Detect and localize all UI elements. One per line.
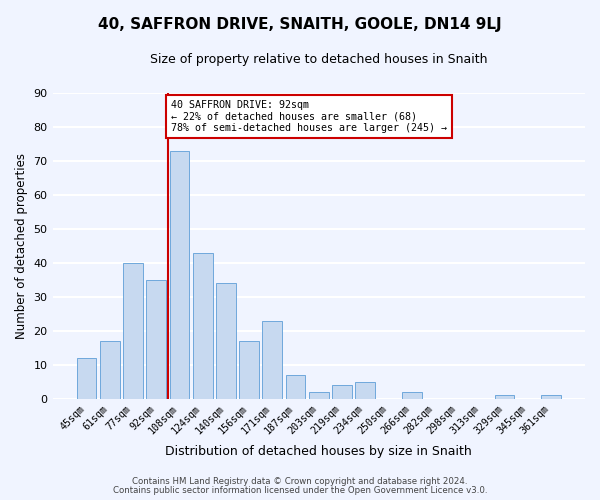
Title: Size of property relative to detached houses in Snaith: Size of property relative to detached ho…	[150, 52, 488, 66]
Text: Contains HM Land Registry data © Crown copyright and database right 2024.: Contains HM Land Registry data © Crown c…	[132, 477, 468, 486]
Bar	[146, 280, 166, 399]
Bar	[262, 320, 282, 399]
Text: 40 SAFFRON DRIVE: 92sqm
← 22% of detached houses are smaller (68)
78% of semi-de: 40 SAFFRON DRIVE: 92sqm ← 22% of detache…	[172, 100, 448, 133]
Bar	[402, 392, 422, 399]
Text: 40, SAFFRON DRIVE, SNAITH, GOOLE, DN14 9LJ: 40, SAFFRON DRIVE, SNAITH, GOOLE, DN14 9…	[98, 18, 502, 32]
Bar	[193, 252, 212, 399]
Bar	[216, 284, 236, 399]
Text: Contains public sector information licensed under the Open Government Licence v3: Contains public sector information licen…	[113, 486, 487, 495]
X-axis label: Distribution of detached houses by size in Snaith: Distribution of detached houses by size …	[166, 444, 472, 458]
Bar	[355, 382, 375, 399]
Y-axis label: Number of detached properties: Number of detached properties	[15, 153, 28, 339]
Bar	[494, 396, 514, 399]
Bar	[309, 392, 329, 399]
Bar	[239, 341, 259, 399]
Bar	[286, 375, 305, 399]
Bar	[170, 151, 190, 399]
Bar	[77, 358, 97, 399]
Bar	[123, 263, 143, 399]
Bar	[541, 396, 561, 399]
Bar	[332, 385, 352, 399]
Bar	[100, 341, 119, 399]
